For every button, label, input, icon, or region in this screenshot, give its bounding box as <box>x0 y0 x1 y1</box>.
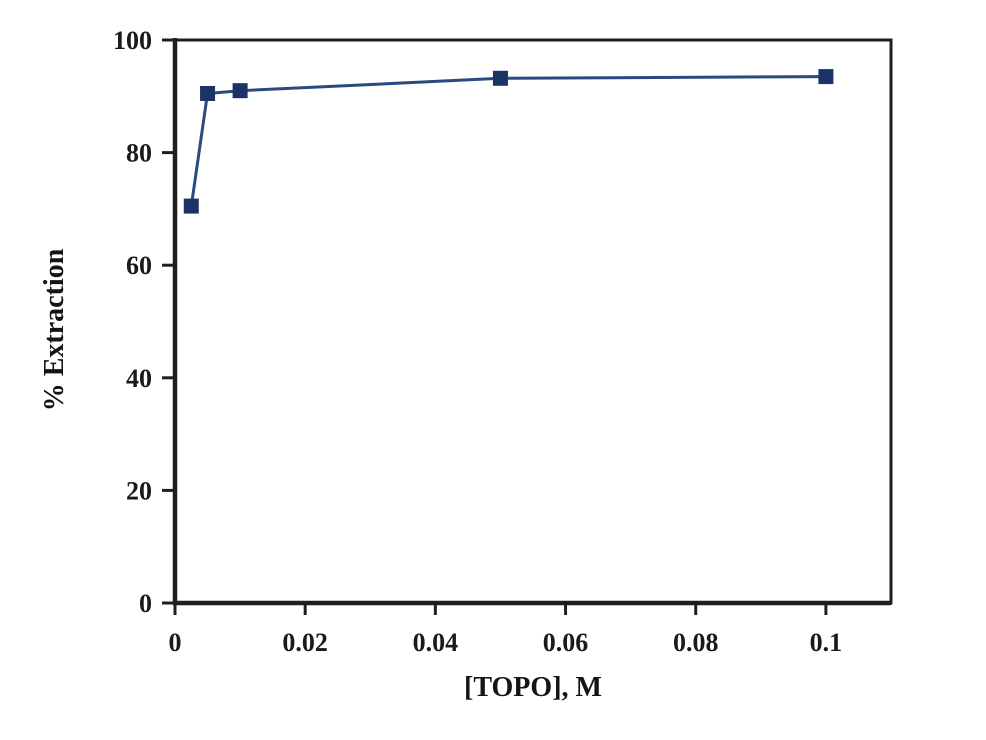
x-tick-label: 0.04 <box>413 628 459 657</box>
y-axis-title: % Extraction <box>39 248 70 412</box>
data-point-marker <box>492 70 508 86</box>
y-tick-label: 0 <box>139 589 152 618</box>
data-point-marker <box>818 69 834 85</box>
y-tick-label: 60 <box>126 251 152 280</box>
x-tick-label: 0.1 <box>810 628 843 657</box>
x-tick-label: 0 <box>169 628 182 657</box>
y-tick-label: 80 <box>126 139 152 168</box>
x-axis-title: [TOPO], M <box>464 672 602 703</box>
data-point-marker <box>183 198 199 214</box>
y-tick-label: 100 <box>113 26 152 55</box>
x-tick-label: 0.02 <box>282 628 328 657</box>
data-point-marker <box>232 83 248 99</box>
x-tick-label: 0.08 <box>673 628 719 657</box>
y-tick-label: 20 <box>126 476 152 505</box>
x-tick-label: 0.06 <box>543 628 589 657</box>
y-tick-label: 40 <box>126 364 152 393</box>
data-point-marker <box>200 85 216 101</box>
